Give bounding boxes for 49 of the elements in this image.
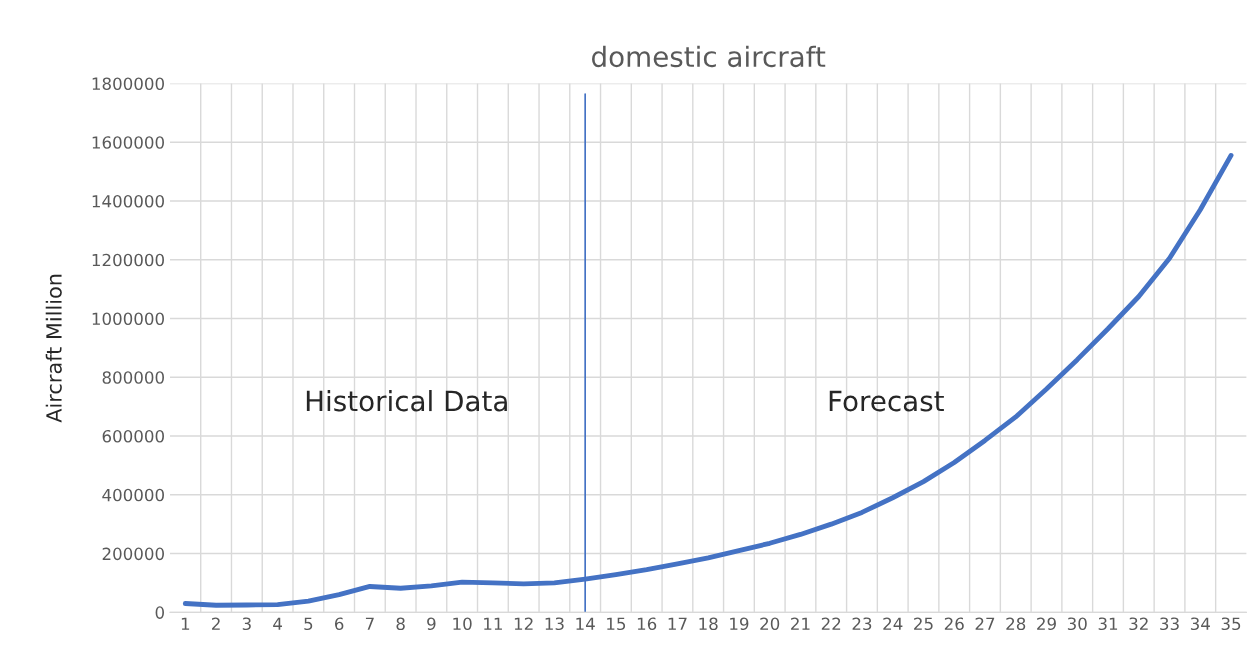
x-tick-label: 15 (607, 617, 626, 631)
x-tick-label: 30 (1067, 617, 1087, 631)
x-tick-label: 13 (545, 617, 564, 631)
chart-title: domestic aircraft (592, 45, 826, 68)
x-tick-label: 33 (1160, 617, 1179, 631)
x-tick-label: 34 (1190, 617, 1210, 631)
annotation: Historical Data (306, 389, 507, 412)
x-tick-label: 17 (668, 617, 687, 630)
x-tick-label: 10 (453, 617, 472, 631)
x-tick-label: 27 (975, 617, 995, 630)
x-tick-label: 18 (699, 617, 718, 631)
x-tick-label: 16 (637, 617, 657, 631)
x-tick-label: 24 (883, 617, 903, 630)
y-tick-label: 400000 (102, 488, 164, 502)
x-tick-label: 1 (181, 617, 190, 630)
x-tick-label: 14 (576, 617, 595, 630)
y-tick-label: 1400000 (92, 194, 164, 208)
x-tick-label: 23 (852, 617, 872, 631)
y-tick-label: 600000 (102, 429, 164, 443)
x-tick-label: 9 (427, 617, 436, 631)
x-tick-label: 28 (1006, 617, 1026, 631)
x-tick-label: 12 (514, 617, 533, 630)
x-tick-label: 11 (484, 617, 502, 630)
y-tick-label: 1800000 (92, 77, 164, 91)
x-tick-label: 6 (334, 617, 344, 631)
x-tick-label: 31 (1098, 617, 1118, 631)
x-tick-label: 19 (730, 617, 749, 631)
y-tick-label: 800000 (102, 371, 164, 384)
x-tick-label: 29 (1037, 617, 1056, 631)
x-tick-label: 21 (791, 617, 810, 630)
x-tick-label: 5 (304, 617, 313, 631)
y-tick-label: 200000 (102, 547, 164, 561)
x-tick-label: 7 (365, 617, 374, 630)
x-tick-label: 25 (914, 617, 933, 631)
y-tick-label: 1000000 (92, 312, 164, 326)
x-tick-label: 3 (242, 617, 251, 631)
y-tick-label: 1600000 (92, 136, 164, 149)
x-tick-label: 20 (760, 617, 780, 631)
x-tick-label: 8 (396, 617, 405, 631)
x-tick-label: 2 (212, 617, 220, 630)
x-tick-label: 26 (944, 617, 964, 631)
x-tick-label: 35 (1221, 617, 1241, 631)
x-tick-label: 22 (821, 617, 841, 630)
annotation: Forecast (829, 390, 944, 412)
x-tick-label: 32 (1129, 617, 1148, 631)
y-axis-title: Aircraft Million (45, 274, 62, 423)
x-tick-label: 4 (273, 617, 282, 630)
y-tick-label: 1200000 (92, 253, 164, 267)
y-tick-label: 0 (155, 606, 164, 619)
